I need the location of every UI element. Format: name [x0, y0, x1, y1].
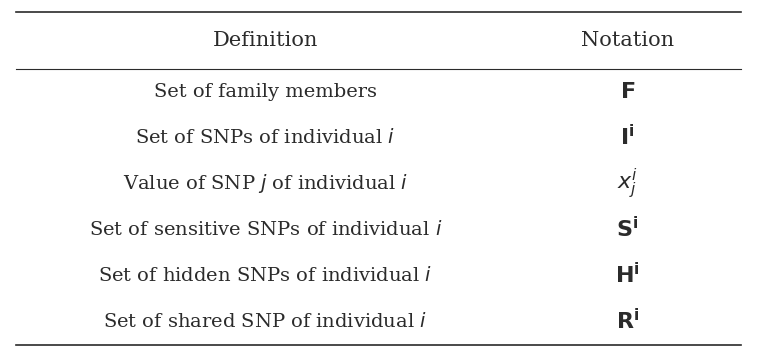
Text: Set of SNPs of individual $i$: Set of SNPs of individual $i$	[136, 128, 395, 147]
Text: Value of SNP $j$ of individual $i$: Value of SNP $j$ of individual $i$	[123, 172, 408, 195]
Text: Definition: Definition	[213, 31, 318, 50]
Text: $\mathbf{F}$: $\mathbf{F}$	[620, 81, 635, 103]
Text: $\mathbf{H}^{\mathbf{i}}$: $\mathbf{H}^{\mathbf{i}}$	[615, 263, 640, 288]
Text: $\mathbf{I}^{\mathbf{i}}$: $\mathbf{I}^{\mathbf{i}}$	[620, 125, 634, 150]
Text: $x_j^i$: $x_j^i$	[617, 167, 638, 201]
Text: Set of sensitive SNPs of individual $i$: Set of sensitive SNPs of individual $i$	[89, 220, 442, 239]
Text: Notation: Notation	[581, 31, 674, 50]
Text: Set of shared SNP of individual $i$: Set of shared SNP of individual $i$	[104, 312, 427, 331]
Text: Set of family members: Set of family members	[154, 83, 377, 101]
Text: $\mathbf{R}^{\mathbf{i}}$: $\mathbf{R}^{\mathbf{i}}$	[615, 310, 639, 335]
Text: Set of hidden SNPs of individual $i$: Set of hidden SNPs of individual $i$	[98, 266, 432, 285]
Text: $\mathbf{S}^{\mathbf{i}}$: $\mathbf{S}^{\mathbf{i}}$	[616, 217, 638, 242]
